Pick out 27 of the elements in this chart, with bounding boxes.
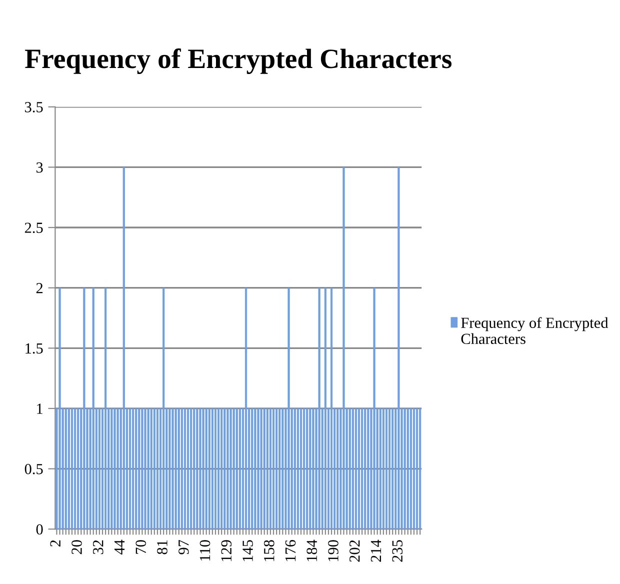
x-tick-label: 44 (114, 540, 125, 554)
y-tick-label: 3.5 (25, 102, 43, 112)
x-tick-label: 70 (136, 540, 146, 554)
x-tick-label: 129 (221, 540, 232, 562)
x-tick-label: 176 (285, 540, 296, 562)
x-tick-label: 2 (50, 540, 60, 546)
y-tick-label: 3 (36, 162, 43, 173)
y-tick-label: 0 (36, 524, 43, 535)
x-tick-label: 202 (349, 540, 360, 562)
x-tick-label: 158 (264, 540, 274, 562)
y-tick-label: 2.5 (24, 222, 43, 234)
x-tick-label: 190 (328, 540, 338, 562)
chart-title: Frequency of Encrypted Characters (25, 48, 452, 74)
y-tick-label: 2 (36, 283, 43, 294)
x-tick-label: 81 (157, 540, 168, 554)
x-tick-label: 32 (93, 540, 104, 554)
x-tick-label: 214 (370, 540, 381, 562)
x-tick-label: 235 (392, 540, 403, 562)
y-tick-label: 1.5 (26, 343, 43, 354)
x-tick-label: 184 (306, 540, 318, 562)
y-tick-label: 0.5 (24, 464, 43, 474)
x-tick-label: 20 (72, 540, 82, 554)
x-tick-label: 97 (178, 540, 189, 554)
x-tick-label: 145 (242, 540, 253, 562)
legend-label: Frequency of Encrypted Characters (461, 317, 608, 344)
x-tick-label: 110 (200, 540, 210, 561)
y-tick-label: 1 (37, 404, 42, 414)
